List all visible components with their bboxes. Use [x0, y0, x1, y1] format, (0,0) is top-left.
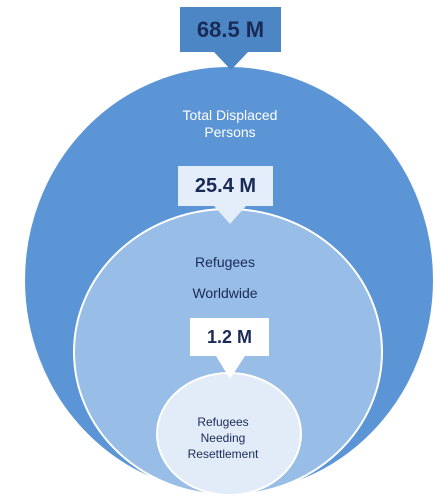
label-refugees-worldwide-line2: Worldwide	[192, 285, 258, 301]
label-line: Persons	[204, 124, 256, 140]
label-refugees-resettlement: Refugees Needing Resettlement	[163, 414, 283, 462]
value-box-refugees-resettlement: 1.2 M	[190, 318, 269, 356]
label-line: Total Displaced	[182, 107, 278, 123]
value-box-total-displaced: 68.5 M	[180, 7, 281, 52]
label-line: Refugees	[197, 415, 249, 429]
arrow-middle	[214, 206, 246, 224]
value-refugees-worldwide: 25.4 M	[194, 174, 257, 197]
arrow-outer	[214, 52, 248, 70]
label-total-displaced: Total Displaced Persons	[140, 107, 320, 141]
value-refugees-resettlement: 1.2 M	[206, 326, 253, 347]
value-box-refugees-worldwide: 25.4 M	[178, 166, 273, 206]
label-line: Resettlement	[187, 447, 259, 461]
value-total-displaced: 68.5 M	[196, 16, 265, 42]
label-refugees-worldwide-line1: Refugees	[195, 254, 255, 270]
label-line: Needing	[200, 431, 246, 445]
arrow-inner	[216, 356, 245, 379]
